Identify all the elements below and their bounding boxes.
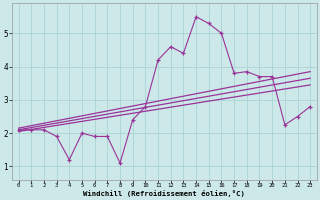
X-axis label: Windchill (Refroidissement éolien,°C): Windchill (Refroidissement éolien,°C) (84, 190, 245, 197)
